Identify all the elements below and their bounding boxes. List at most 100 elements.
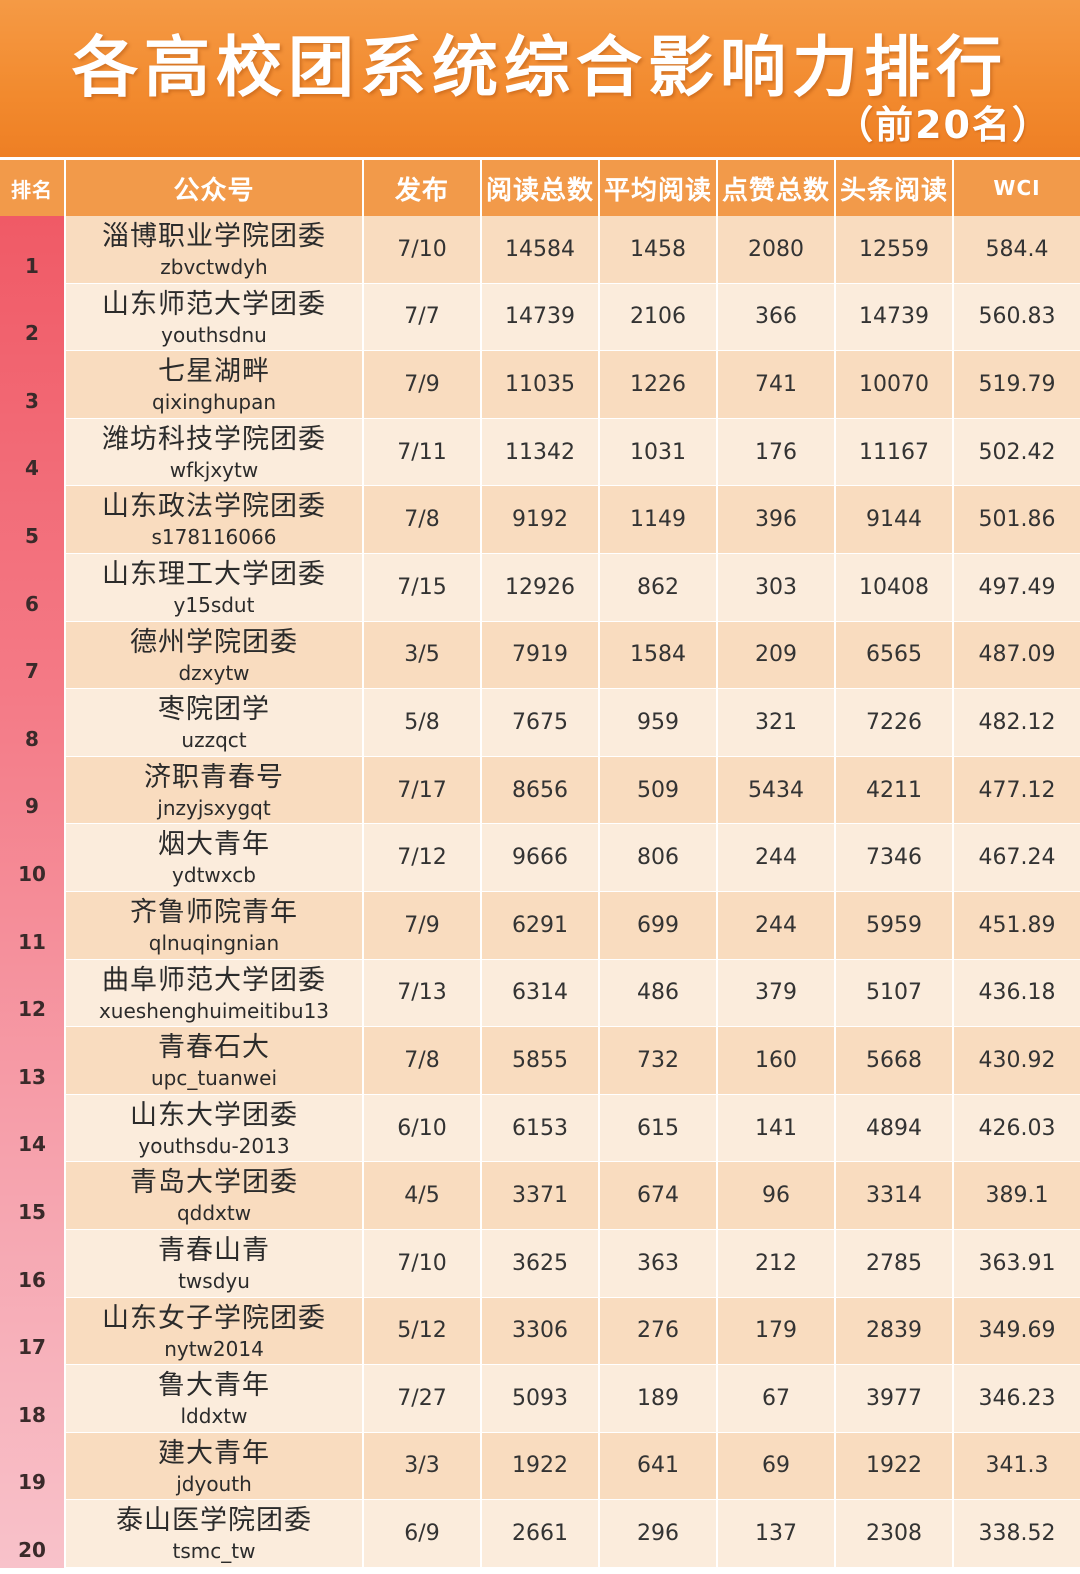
likes-cell: 321	[718, 689, 836, 757]
avg-read-cell: 296	[600, 1500, 718, 1568]
rank-cell: 12	[0, 959, 66, 1028]
avg-read-cell: 189	[600, 1365, 718, 1433]
wci-cell: 477.12	[954, 756, 1080, 825]
page-subtitle: （前20名）	[835, 103, 1052, 147]
headline-read-cell: 10070	[836, 351, 954, 419]
headline-read-cell: 11167	[836, 418, 954, 487]
account-cell: 枣院团学 uzzqct	[66, 689, 364, 757]
table-row: 10 烟大青年 ydtwxcb 7/12 9666 806 244 7346 467.24	[0, 824, 1080, 892]
total-read-cell: 7919	[482, 621, 600, 690]
likes-cell: 244	[718, 824, 836, 892]
account-name: 青春山青	[158, 1234, 270, 1266]
account-id: nytw2014	[164, 1336, 264, 1361]
avg-read-cell: 1458	[600, 216, 718, 284]
likes-cell: 179	[718, 1297, 836, 1366]
account-name: 济职青春号	[144, 761, 284, 793]
wci-cell: 502.42	[954, 418, 1080, 487]
account-cell: 德州学院团委 dzxytw	[66, 621, 364, 690]
header-likes: 点赞总数	[718, 160, 836, 216]
wci-cell: 346.23	[954, 1365, 1080, 1433]
wci-cell: 389.1	[954, 1162, 1080, 1230]
publish-cell: 6/10	[364, 1094, 482, 1163]
header-rank: 排名	[0, 160, 66, 216]
table-row: 7 德州学院团委 dzxytw 3/5 7919 1584 209 6565 487.09	[0, 621, 1080, 690]
publish-cell: 7/9	[364, 891, 482, 960]
publish-cell: 7/8	[364, 486, 482, 554]
account-id: youthsdu-2013	[138, 1133, 290, 1158]
account-name: 烟大青年	[158, 829, 270, 861]
account-id: youthsdnu	[161, 322, 267, 347]
publish-cell: 6/9	[364, 1500, 482, 1568]
table-row: 6 山东理工大学团委 y15sdut 7/15 12926 862 303 10408 497.…	[0, 553, 1080, 622]
likes-cell: 741	[718, 351, 836, 419]
avg-read-cell: 806	[600, 824, 718, 892]
account-name: 山东大学团委	[130, 1099, 298, 1131]
account-name: 淄博职业学院团委	[102, 221, 326, 252]
wci-cell: 584.4	[954, 216, 1080, 284]
rank-cell: 2	[0, 283, 66, 352]
total-read-cell: 5093	[482, 1365, 600, 1433]
page-title: 各高校团系统综合影响力排行	[72, 29, 1008, 106]
headline-read-cell: 5668	[836, 1027, 954, 1095]
total-read-cell: 1922	[482, 1432, 600, 1501]
account-name: 山东理工大学团委	[102, 558, 326, 590]
avg-read-cell: 1149	[600, 486, 718, 554]
table-row: 2 山东师范大学团委 youthsdnu 7/7 14739 2106 366 14739 56…	[0, 283, 1080, 352]
ranking-table: 排名 公众号 发布 阅读总数 平均阅读 点赞总数 头条阅读 WCI 1 淄博职业学…	[0, 160, 1080, 1574]
avg-read-cell: 1584	[600, 621, 718, 690]
account-cell: 烟大青年 ydtwxcb	[66, 824, 364, 892]
rank-cell: 11	[0, 891, 66, 960]
wci-cell: 349.69	[954, 1297, 1080, 1366]
likes-cell: 160	[718, 1027, 836, 1095]
rank-cell: 20	[0, 1500, 66, 1568]
wci-cell: 487.09	[954, 621, 1080, 690]
avg-read-cell: 674	[600, 1162, 718, 1230]
account-cell: 山东政法学院团委 s178116066	[66, 486, 364, 554]
likes-cell: 141	[718, 1094, 836, 1163]
account-id: dzxytw	[178, 660, 250, 685]
avg-read-cell: 641	[600, 1432, 718, 1501]
likes-cell: 379	[718, 959, 836, 1028]
total-read-cell: 6291	[482, 891, 600, 960]
wci-cell: 363.91	[954, 1229, 1080, 1298]
rank-column-background	[0, 216, 66, 1568]
headline-read-cell: 9144	[836, 486, 954, 554]
total-read-cell: 2661	[482, 1500, 600, 1568]
account-id: wfkjxytw	[169, 457, 259, 482]
headline-read-cell: 5959	[836, 891, 954, 960]
avg-read-cell: 363	[600, 1229, 718, 1298]
rank-cell: 3	[0, 351, 66, 419]
title-banner: 各高校团系统综合影响力排行 （前20名）	[0, 0, 1080, 157]
likes-cell: 137	[718, 1500, 836, 1568]
likes-cell: 96	[718, 1162, 836, 1230]
header-wci: WCI	[993, 176, 1041, 200]
table-row: 15 青岛大学团委 qddxtw 4/5 3371 674 96 3314 389.1	[0, 1162, 1080, 1230]
account-cell: 淄博职业学院团委 zbvctwdyh	[66, 216, 364, 284]
account-name: 潍坊科技学院团委	[102, 423, 326, 455]
account-id: upc_tuanwei	[150, 1066, 278, 1091]
table-body: 1 淄博职业学院团委 zbvctwdyh 7/10 14584 1458 2080 12559…	[0, 216, 1080, 1568]
rank-cell: 5	[0, 486, 66, 554]
header-headline-read: 头条阅读	[836, 160, 954, 216]
publish-cell: 7/15	[364, 553, 482, 622]
avg-read-cell: 276	[600, 1297, 718, 1366]
headline-read-cell: 6565	[836, 621, 954, 690]
headline-read-cell: 10408	[836, 553, 954, 622]
avg-read-cell: 2106	[600, 283, 718, 352]
table-row: 14 山东大学团委 youthsdu-2013 6/10 6153 615 141 4894 4…	[0, 1094, 1080, 1163]
publish-cell: 7/7	[364, 283, 482, 352]
account-cell: 山东女子学院团委 nytw2014	[66, 1297, 364, 1366]
account-id: uzzqct	[181, 728, 247, 753]
rank-cell: 10	[0, 824, 66, 892]
rank-cell: 16	[0, 1229, 66, 1298]
headline-read-cell: 1922	[836, 1432, 954, 1501]
likes-cell: 396	[718, 486, 836, 554]
publish-cell: 5/8	[364, 689, 482, 757]
account-name: 枣院团学	[158, 694, 270, 726]
wci-cell: 501.86	[954, 486, 1080, 554]
total-read-cell: 14584	[482, 216, 600, 284]
likes-cell: 5434	[718, 756, 836, 825]
publish-cell: 7/17	[364, 756, 482, 825]
publish-cell: 5/12	[364, 1297, 482, 1366]
total-read-cell: 9192	[482, 486, 600, 554]
